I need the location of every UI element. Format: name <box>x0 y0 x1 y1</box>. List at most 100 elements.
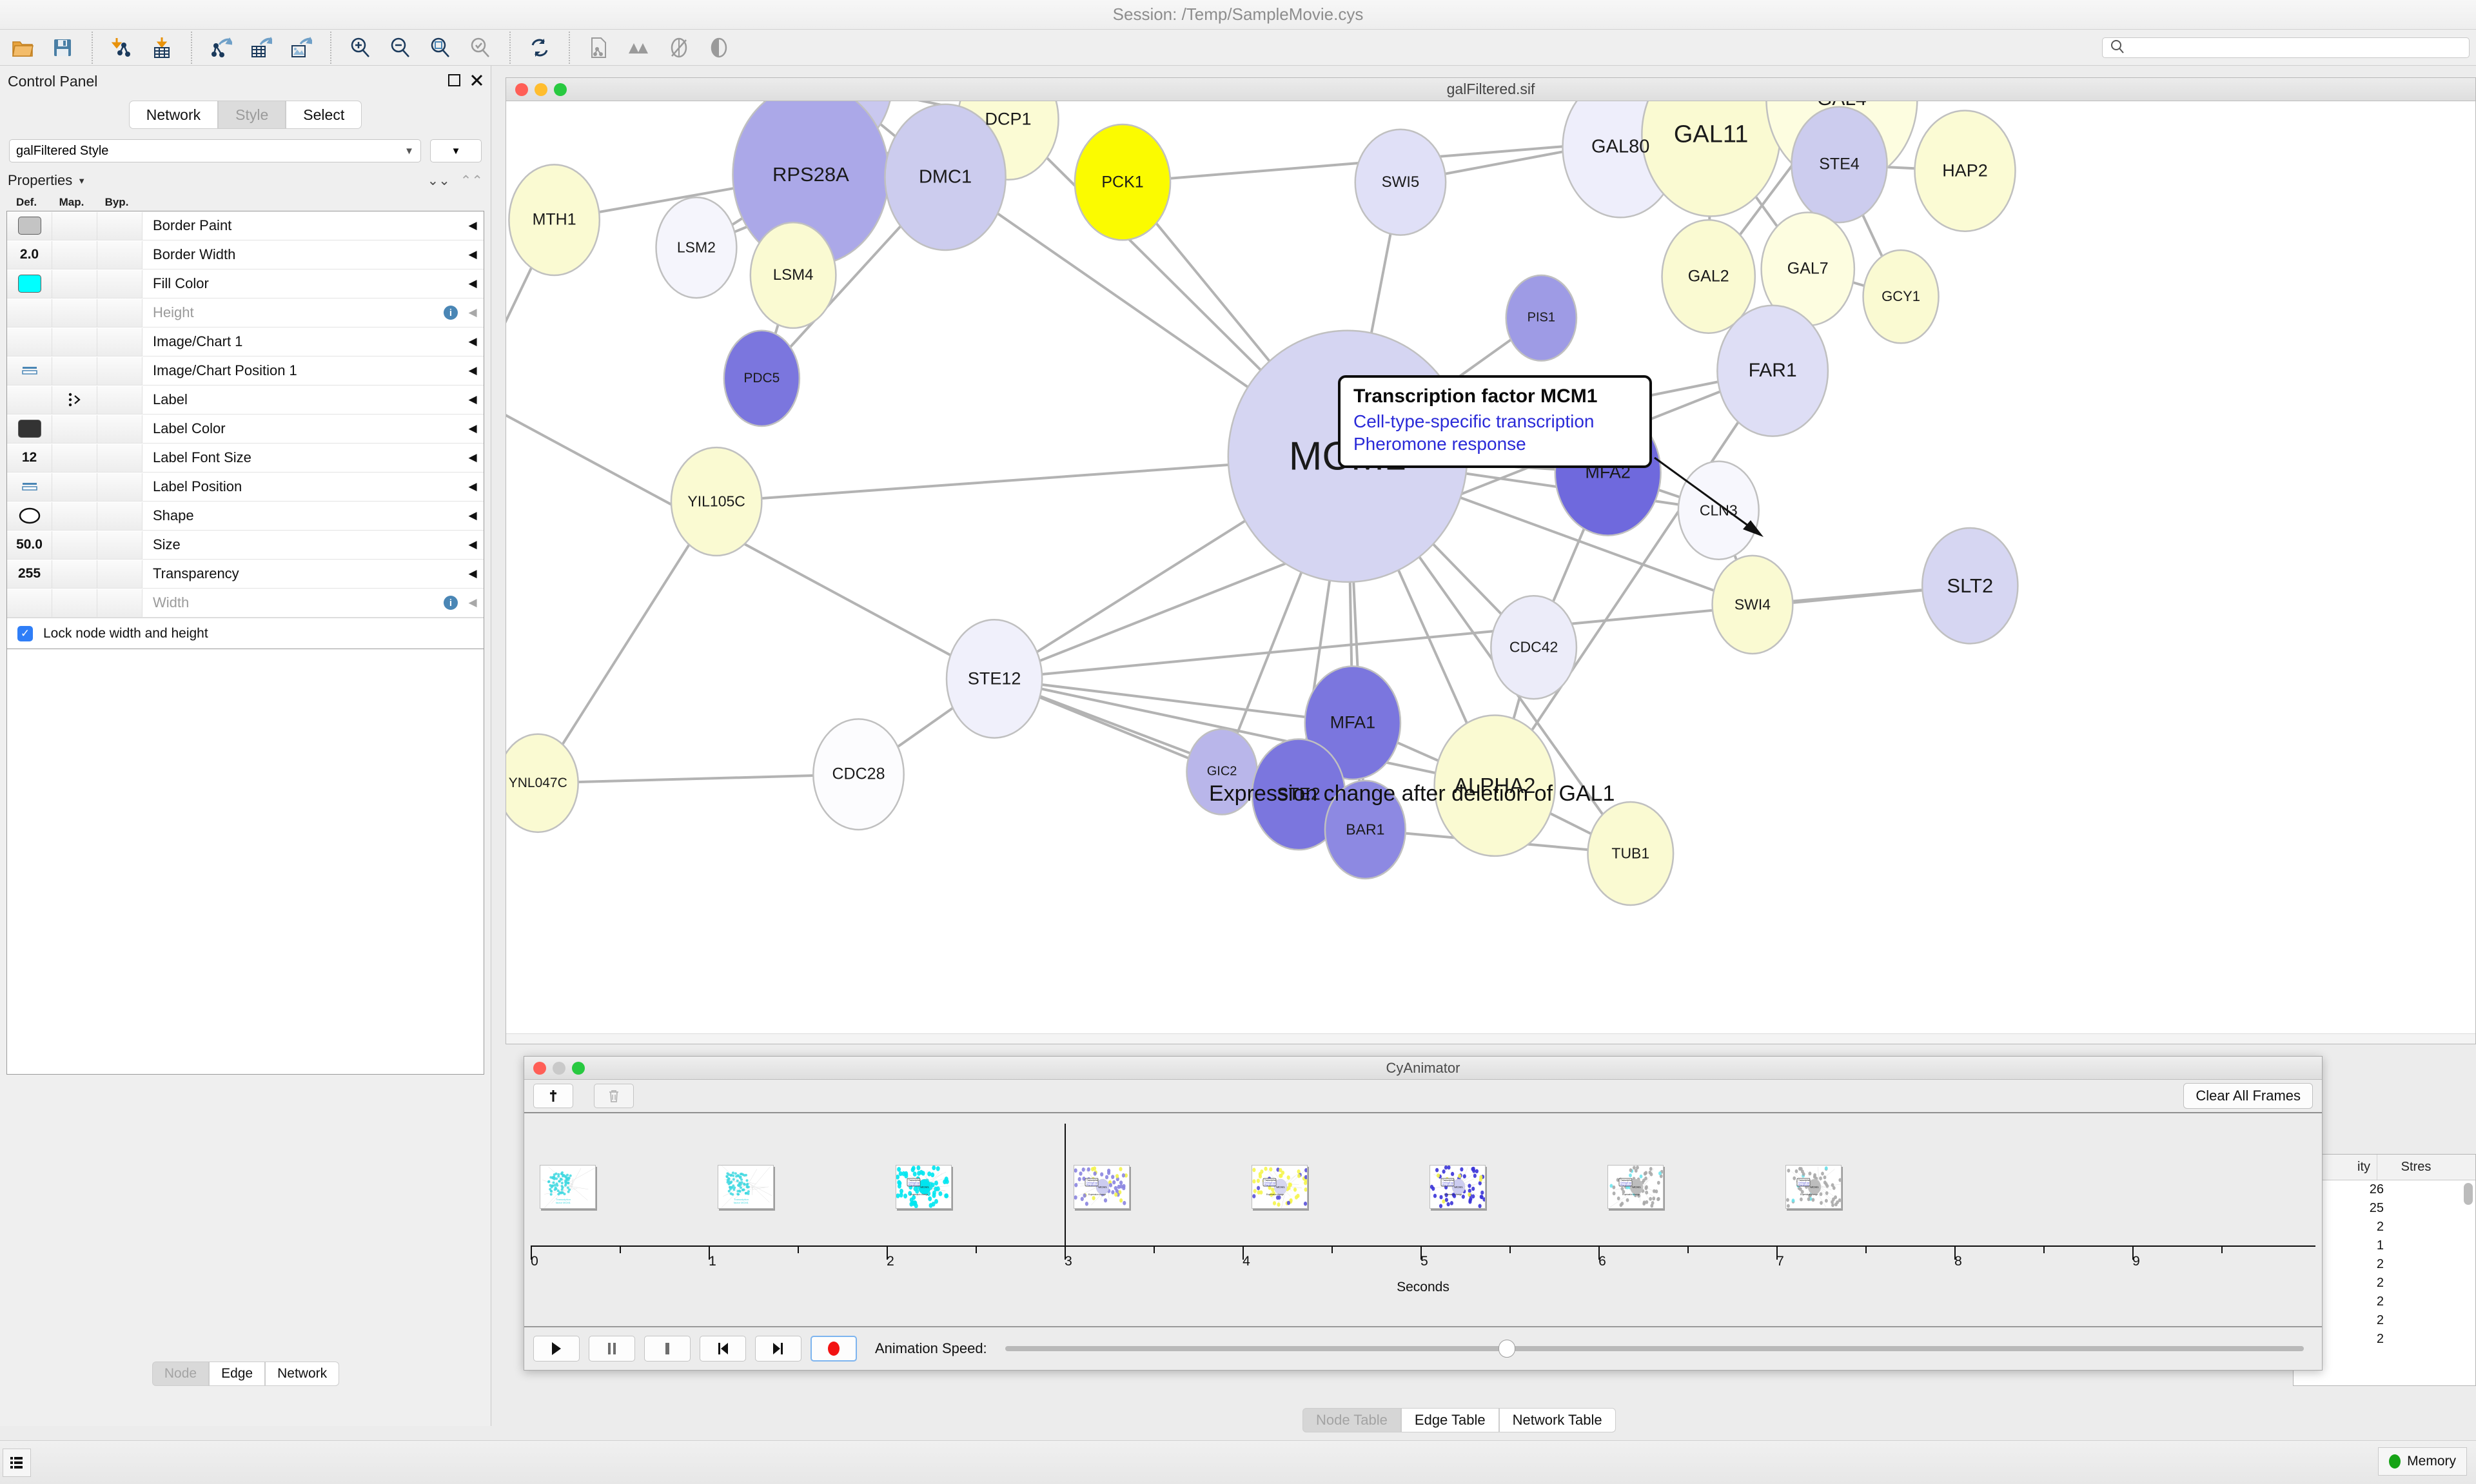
property-bypass-cell[interactable] <box>97 589 142 617</box>
stop-button[interactable] <box>644 1336 691 1362</box>
network-node[interactable] <box>1641 101 1782 217</box>
network-node[interactable] <box>506 733 579 834</box>
network-node[interactable] <box>1791 106 1888 224</box>
property-default-cell[interactable]: 12 <box>7 444 52 472</box>
bottom-tab-edge[interactable]: Edge <box>209 1362 266 1386</box>
network-node[interactable] <box>1354 128 1447 236</box>
show-all-icon[interactable] <box>699 30 739 66</box>
animation-speed-slider[interactable] <box>1005 1340 2304 1358</box>
new-network-from-selection-icon[interactable] <box>579 30 619 66</box>
network-edge[interactable] <box>538 773 859 785</box>
property-bypass-cell[interactable] <box>97 269 142 298</box>
zoom-fit-selected-icon[interactable] <box>420 30 460 66</box>
property-default-cell[interactable] <box>7 211 52 240</box>
network-canvas[interactable]: RPS28BDCP1RPS28ADMC1PCK1SWI5GAL80GAL11GA… <box>506 101 2475 1044</box>
expand-all-icon[interactable]: ⌄⌄ <box>427 173 450 188</box>
property-bypass-cell[interactable] <box>97 386 142 414</box>
network-edge[interactable] <box>1493 370 1774 786</box>
property-bypass-cell[interactable] <box>97 473 142 501</box>
color-swatch[interactable] <box>17 217 41 235</box>
property-bypass-cell[interactable] <box>97 444 142 472</box>
search-box[interactable] <box>2102 37 2470 58</box>
task-history-icon[interactable] <box>3 1448 31 1477</box>
property-row[interactable]: Label ◀ <box>7 386 484 415</box>
network-node[interactable] <box>1914 110 2016 232</box>
network-node[interactable] <box>945 619 1043 739</box>
property-default-cell[interactable] <box>7 356 52 385</box>
network-node[interactable] <box>1074 123 1172 241</box>
export-network-icon[interactable] <box>201 30 241 66</box>
table-cell[interactable]: 2 <box>2376 1276 2384 1290</box>
property-mapping-cell[interactable] <box>52 444 97 472</box>
property-row[interactable]: 12 Label Font Size ◀ <box>7 444 484 473</box>
property-expand-arrow[interactable]: ◀ <box>468 393 477 405</box>
property-expand-arrow[interactable]: ◀ <box>468 335 477 347</box>
property-default-cell[interactable] <box>7 298 52 327</box>
property-mapping-cell[interactable] <box>52 386 97 414</box>
property-bypass-cell[interactable] <box>97 211 142 240</box>
table-cell[interactable]: 1 <box>2376 1238 2384 1253</box>
network-node[interactable] <box>1587 801 1675 906</box>
property-mapping-cell[interactable] <box>52 589 97 617</box>
export-table-icon[interactable] <box>241 30 281 66</box>
scrollbar-thumb[interactable] <box>2464 1183 2473 1205</box>
skip-end-button[interactable] <box>755 1336 801 1362</box>
lock-node-size-row[interactable]: ✓ Lock node width and height <box>7 618 484 649</box>
pause-button[interactable] <box>589 1336 635 1362</box>
network-node[interactable] <box>812 718 905 831</box>
network-node[interactable] <box>1490 595 1578 700</box>
bottom-tab-network[interactable]: Network <box>265 1362 340 1386</box>
network-node[interactable] <box>1433 714 1557 857</box>
table-cell[interactable]: 2 <box>2376 1294 2384 1309</box>
property-mapping-cell[interactable] <box>52 502 97 530</box>
tab-edge-table[interactable]: Edge Table <box>1400 1408 1499 1432</box>
timeline-frame-thumbnail[interactable]: MCM1 Transcription Cell-type-sp Pheromone Ex… <box>1073 1165 1130 1209</box>
property-mapping-cell[interactable] <box>52 240 97 269</box>
property-row[interactable]: Image/Chart Position 1 ◀ <box>7 356 484 386</box>
canvas-horizontal-scrollbar[interactable] <box>506 1033 2475 1044</box>
tab-select[interactable]: Select <box>286 101 362 129</box>
close-window-button[interactable] <box>515 83 528 96</box>
property-row[interactable]: Height i ◀ <box>7 298 484 327</box>
network-node[interactable] <box>655 196 738 299</box>
property-row[interactable]: Shape ◀ <box>7 502 484 531</box>
property-default-cell[interactable] <box>7 473 52 501</box>
network-edge[interactable] <box>994 677 1495 787</box>
property-row[interactable]: Fill Color ◀ <box>7 269 484 298</box>
property-expand-arrow[interactable]: ◀ <box>468 306 477 318</box>
property-expand-arrow[interactable]: ◀ <box>468 538 477 551</box>
tab-node-table[interactable]: Node Table <box>1302 1408 1401 1432</box>
table-cell[interactable]: 26 <box>2369 1182 2384 1196</box>
property-default-cell[interactable] <box>7 502 52 530</box>
property-bypass-cell[interactable] <box>97 531 142 559</box>
tab-network-table[interactable]: Network Table <box>1498 1408 1616 1432</box>
maximize-cyanimator-button[interactable] <box>572 1061 585 1075</box>
table-cell[interactable]: 25 <box>2369 1201 2384 1215</box>
network-node[interactable] <box>1921 527 2019 645</box>
network-node[interactable] <box>1711 554 1794 655</box>
property-default-cell[interactable] <box>7 386 52 414</box>
network-node[interactable] <box>884 103 1007 251</box>
property-default-cell[interactable]: 50.0 <box>7 531 52 559</box>
property-default-cell[interactable] <box>7 589 52 617</box>
refresh-layout-icon[interactable] <box>520 30 560 66</box>
tab-style[interactable]: Style <box>218 101 286 129</box>
annotation-box[interactable]: Transcription factor MCM1 Cell-type-spec… <box>1338 375 1652 468</box>
property-expand-arrow[interactable]: ◀ <box>468 509 477 522</box>
tab-network[interactable]: Network <box>128 101 219 129</box>
property-expand-arrow[interactable]: ◀ <box>468 248 477 260</box>
property-mapping-cell[interactable] <box>52 415 97 443</box>
import-table-icon[interactable] <box>142 30 182 66</box>
merge-networks-icon[interactable] <box>619 30 659 66</box>
zoom-out-icon[interactable] <box>380 30 420 66</box>
network-node[interactable] <box>749 221 837 329</box>
property-row[interactable]: Label Color ◀ <box>7 415 484 444</box>
record-button[interactable] <box>811 1336 857 1362</box>
network-node[interactable] <box>723 329 801 427</box>
search-input[interactable] <box>2130 41 2469 55</box>
network-node[interactable] <box>1716 304 1829 437</box>
property-bypass-cell[interactable] <box>97 415 142 443</box>
delete-frame-button[interactable] <box>594 1084 634 1108</box>
color-swatch[interactable] <box>17 420 41 438</box>
hide-selected-icon[interactable] <box>659 30 699 66</box>
